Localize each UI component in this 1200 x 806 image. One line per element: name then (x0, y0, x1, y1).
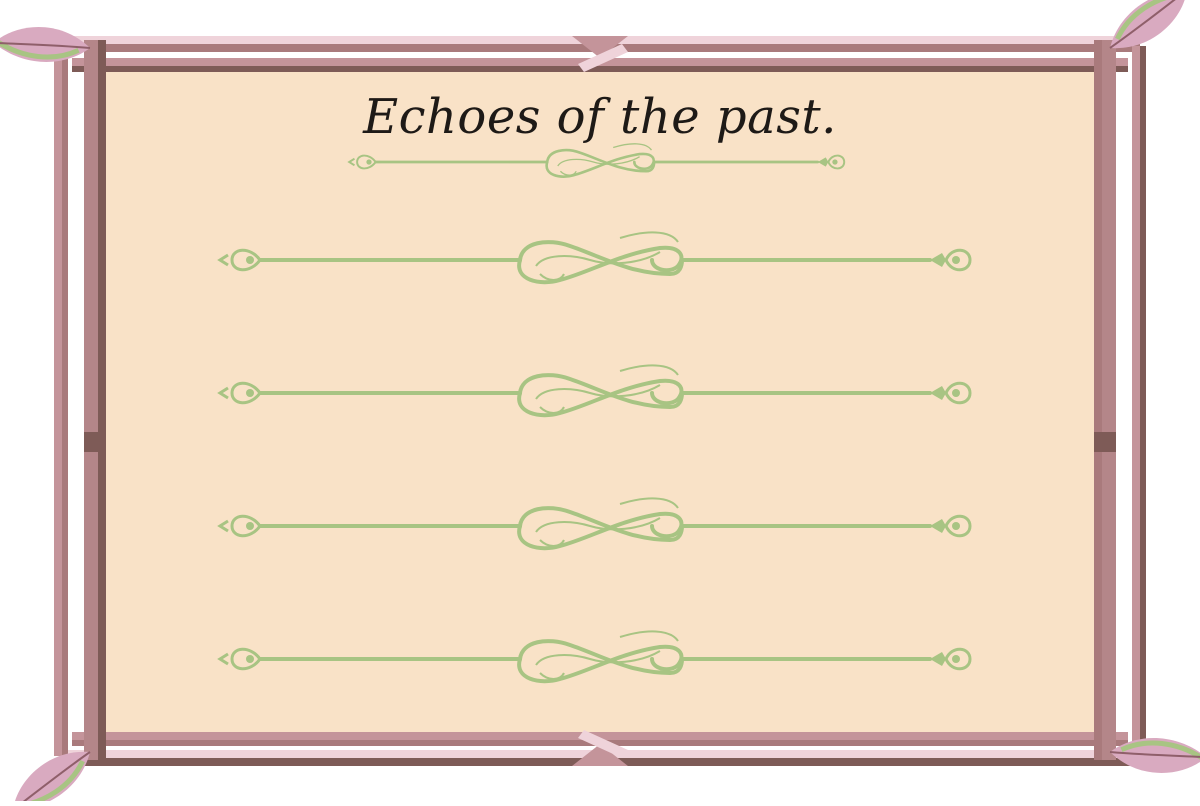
leaf-icon-bottom-right (1108, 721, 1200, 790)
ribbon-twist-bottom (572, 744, 628, 766)
ribbon-twist-top (572, 36, 628, 58)
leaf-icon-bottom-left (1, 746, 101, 801)
page-title: Echoes of the past. (363, 89, 837, 145)
parchment-page (106, 72, 1094, 732)
leaf-icon-top-right (1099, 0, 1199, 54)
